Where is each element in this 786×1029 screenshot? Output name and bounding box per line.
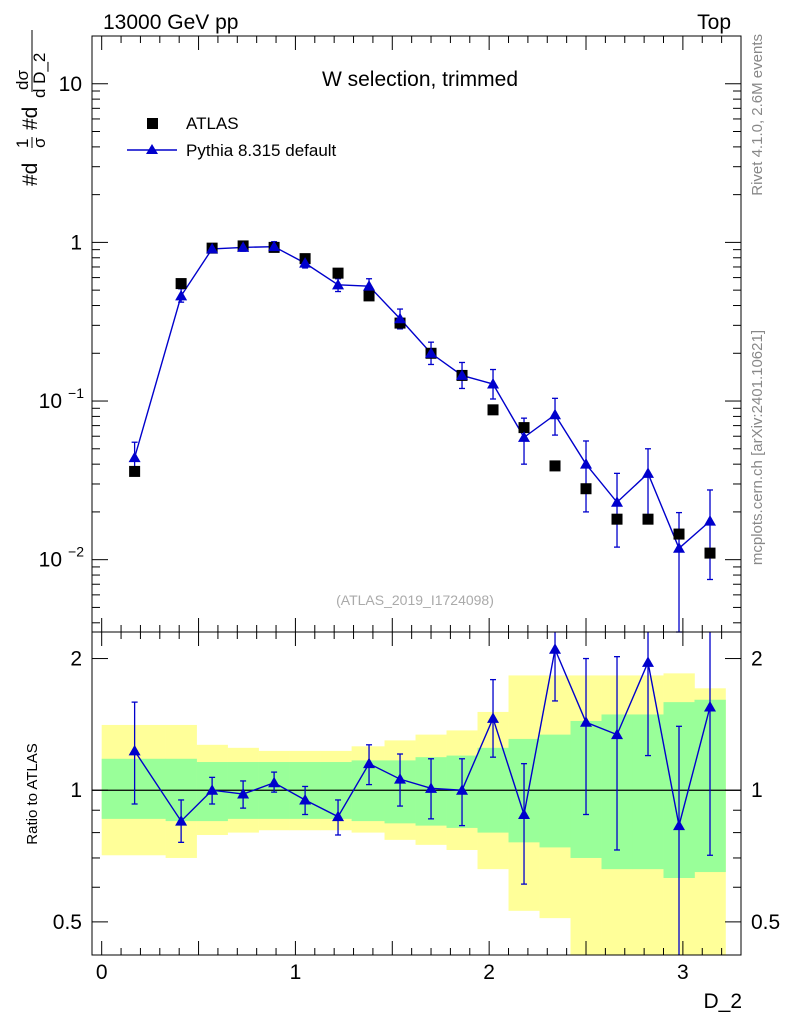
legend-atlas-marker [147, 118, 158, 129]
atlas-point [129, 465, 141, 477]
pythia-point [299, 257, 312, 268]
ratio-point [268, 776, 281, 788]
pythia-point [456, 369, 469, 380]
ratio-point [704, 700, 717, 712]
chart-title: W selection, trimmed [322, 68, 518, 91]
pythia-point [394, 312, 407, 324]
atlas-point [363, 290, 375, 302]
legend-pythia-label: Pythia 8.315 default [186, 141, 337, 160]
pythia-point [580, 458, 593, 469]
ylabel-sigma: σ [30, 137, 49, 148]
pythia-point [128, 451, 141, 463]
pythia-point [363, 280, 376, 291]
x-tick-label: 1 [290, 961, 302, 984]
legend: ATLAS Pythia 8.315 default [127, 114, 337, 160]
pythia-point [332, 278, 345, 290]
ratio-point [299, 793, 312, 805]
pythia-point [518, 431, 531, 442]
main-y-tick-label: 10 [39, 390, 62, 413]
ratio-y-tick-label-right: 2 [751, 648, 763, 671]
ratio-inner-band [539, 734, 571, 848]
atlas-point [175, 278, 187, 290]
ylabel-dsigma: dσ [13, 70, 32, 90]
ratio-point [332, 810, 345, 822]
ratio-point [175, 815, 188, 826]
x-tick-label: 2 [483, 961, 495, 984]
pythia-point [611, 496, 624, 507]
x-tick-label: 0 [96, 961, 108, 984]
ratio-point [363, 757, 376, 769]
pythia-point [487, 378, 500, 389]
ylabel-one: 1 [13, 139, 32, 148]
pythia-point [237, 241, 250, 252]
ratio-axes: 2 2 1 1 0.5 0.5 0 1 2 3 [53, 632, 780, 984]
ratio-point [206, 784, 219, 795]
x-tick-label: 3 [677, 961, 689, 984]
atlas-point [673, 528, 685, 540]
ratio-point [673, 819, 686, 831]
main-y-tick-exponent: −1 [68, 385, 84, 401]
atlas-point [332, 267, 344, 279]
main-y-tick-label: 10 [39, 549, 62, 572]
ratio-point [237, 788, 250, 799]
ratio-point [394, 773, 407, 784]
ratio-y-tick-label: 0.5 [53, 911, 82, 934]
ratio-point [128, 744, 141, 756]
pythia-point [268, 240, 281, 252]
legend-atlas-label: ATLAS [186, 114, 239, 133]
atlas-point [487, 404, 499, 416]
energy-label: 13000 GeV pp [103, 11, 238, 34]
pythia-point [549, 408, 562, 420]
rivet-label: Rivet 4.1.0, 2.6M events [749, 34, 766, 196]
atlas-point [642, 513, 654, 525]
main-axes: 10 1 10 −1 10 −2 [39, 35, 741, 632]
atlas-point [518, 422, 530, 434]
atlas-point [704, 547, 716, 559]
ratio-point [487, 712, 500, 723]
ratio-point [549, 643, 562, 654]
ratio-plot-panel: 2 2 1 1 0.5 0.5 0 1 2 3 Ratio to ATLAS [24, 631, 780, 984]
ratio-point [580, 716, 593, 727]
pythia-point [704, 515, 717, 526]
legend-pythia-marker [146, 144, 158, 154]
main-y-tick-label: 1 [70, 231, 82, 254]
ratio-data-layer [92, 632, 741, 955]
ratio-point [518, 808, 531, 819]
atlas-point [580, 483, 592, 495]
analysis-label: (ATLAS_2019_I1724098) [336, 592, 494, 608]
ratio-y-tick-label: 1 [70, 779, 82, 802]
main-data-layer [128, 240, 717, 633]
ratio-y-axis-label: Ratio to ATLAS [24, 743, 41, 844]
ylabel-d2: #d [19, 107, 42, 130]
pythia-point [425, 347, 438, 358]
ratio-frame [91, 631, 742, 956]
main-y-tick-exponent: −2 [68, 544, 84, 560]
ylabel-d1: #d [19, 163, 42, 186]
atlas-point [611, 513, 623, 525]
ratio-inner-band [101, 758, 166, 819]
main-y-tick-label: 10 [59, 73, 82, 96]
ratio-point [456, 784, 469, 795]
ratio-y-tick-label-right: 1 [751, 779, 763, 802]
atlas-point [549, 460, 561, 472]
x-axis-label: D_2 [703, 990, 742, 1013]
ratio-point [425, 782, 438, 793]
ratio-y-tick-label: 2 [70, 648, 82, 671]
pythia-point [673, 542, 686, 553]
ratio-y-tick-label-right: 0.5 [751, 911, 780, 934]
ratio-point [642, 656, 655, 667]
source-label: mcplots.cern.ch [arXiv:2401.10621] [749, 330, 766, 565]
pythia-point [206, 242, 219, 254]
pythia-point [642, 467, 655, 478]
ratio-point [611, 728, 624, 740]
main-y-axis-label: #d 1 σ #d dσ d D_2 [13, 30, 49, 186]
process-label: Top [697, 11, 731, 34]
ylabel-dd2: d D_2 [30, 53, 49, 98]
pythia-point [175, 289, 188, 301]
